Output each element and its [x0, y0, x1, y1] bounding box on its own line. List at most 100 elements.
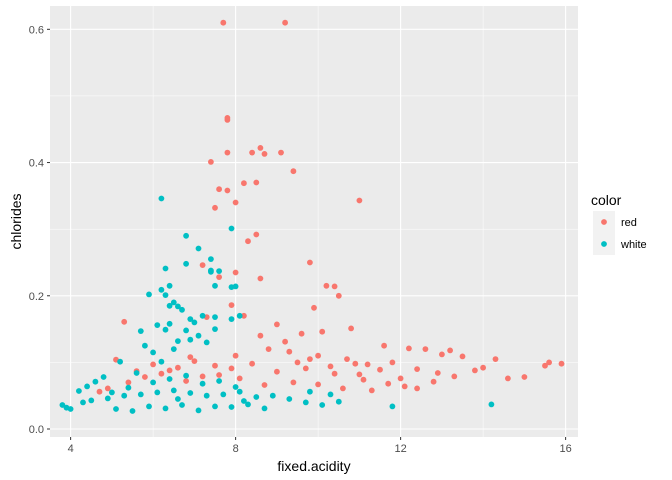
point-white-52 [104, 395, 111, 402]
point-red-68 [286, 348, 293, 355]
point-red-73 [397, 375, 404, 382]
point-white-21 [187, 316, 194, 322]
point-red-78 [340, 385, 346, 392]
point-white-28 [162, 326, 169, 333]
point-white-39 [203, 339, 210, 346]
point-red-18 [245, 238, 251, 245]
point-red-47 [546, 359, 552, 366]
point-white-22 [199, 312, 206, 319]
x-tick-label-3: 16 [560, 443, 572, 455]
point-red-87 [142, 374, 148, 380]
point-white-57 [187, 390, 194, 396]
point-red-92 [302, 365, 309, 372]
point-red-30 [241, 312, 247, 319]
point-red-32 [121, 318, 128, 325]
point-white-2 [183, 232, 190, 239]
point-red-65 [212, 362, 218, 369]
point-red-19 [253, 231, 260, 238]
point-white-8 [162, 265, 169, 272]
point-red-1 [282, 19, 288, 26]
point-red-100 [175, 364, 181, 371]
legend-title: color [591, 192, 622, 208]
point-white-90 [175, 396, 181, 402]
point-white-7 [216, 268, 223, 274]
point-red-42 [447, 347, 453, 354]
point-red-17 [356, 197, 363, 204]
point-red-94 [360, 376, 367, 383]
series-white-points [59, 195, 495, 414]
point-red-67 [265, 346, 272, 352]
point-red-85 [183, 378, 190, 384]
point-white-17 [166, 302, 173, 309]
point-red-56 [364, 361, 371, 368]
point-white-34 [175, 338, 181, 344]
point-red-72 [377, 366, 383, 373]
point-white-67 [113, 406, 119, 412]
point-red-97 [352, 360, 359, 367]
point-red-40 [406, 345, 412, 352]
point-white-73 [212, 403, 218, 410]
point-red-41 [422, 346, 429, 352]
point-white-88 [327, 391, 334, 398]
point-white-10 [162, 292, 169, 298]
point-white-55 [154, 389, 161, 396]
point-white-65 [319, 402, 326, 408]
point-white-26 [154, 322, 161, 328]
point-white-25 [166, 320, 173, 327]
series-red-points [96, 19, 565, 395]
point-white-87 [307, 388, 313, 395]
point-red-79 [315, 381, 321, 388]
point-white-84 [125, 384, 132, 391]
point-red-27 [228, 302, 235, 308]
point-red-55 [389, 359, 396, 366]
point-white-43 [100, 374, 107, 380]
point-red-83 [216, 372, 223, 378]
x-tick-label-1: 8 [233, 443, 239, 455]
point-white-72 [195, 407, 202, 414]
y-tick-label-3: 0.6 [29, 24, 44, 36]
point-white-5 [208, 256, 214, 262]
point-white-9 [158, 286, 165, 293]
point-white-29 [183, 327, 190, 334]
point-white-46 [76, 388, 82, 394]
x-tick-label-0: 4 [68, 443, 74, 455]
axis-ticks: 4 8 12 16 0.0 0.2 0.4 0.6 [29, 24, 572, 455]
point-red-7 [278, 149, 284, 156]
point-white-20 [179, 306, 185, 313]
point-red-16 [232, 199, 239, 206]
point-white-77 [150, 379, 157, 386]
point-white-0 [158, 195, 165, 202]
point-white-35 [187, 336, 194, 343]
point-white-71 [179, 402, 185, 408]
point-red-91 [274, 368, 280, 375]
point-red-98 [249, 360, 256, 367]
point-white-13 [212, 282, 218, 289]
point-white-75 [245, 401, 251, 408]
point-red-80 [290, 379, 297, 386]
point-red-90 [125, 379, 132, 386]
point-white-23 [212, 326, 218, 332]
point-red-70 [327, 363, 334, 370]
point-white-31 [212, 314, 218, 320]
point-red-49 [521, 374, 528, 380]
major-gridlines [50, 6, 578, 437]
y-tick-label-0: 0.0 [29, 424, 44, 436]
point-white-51 [88, 397, 95, 404]
point-red-37 [257, 332, 264, 339]
point-red-71 [356, 371, 363, 378]
point-white-27 [137, 328, 144, 334]
point-white-50 [80, 399, 86, 406]
point-red-45 [439, 351, 445, 358]
point-white-78 [166, 376, 173, 382]
point-red-53 [434, 370, 441, 376]
point-white-79 [183, 372, 190, 379]
y-axis-title: chlorides [8, 193, 24, 249]
point-white-33 [228, 316, 235, 322]
point-red-3 [224, 117, 231, 123]
point-red-64 [191, 358, 198, 364]
point-white-30 [195, 332, 202, 339]
point-red-11 [253, 179, 260, 186]
point-red-84 [199, 373, 206, 380]
point-red-46 [542, 362, 548, 369]
point-white-3 [195, 245, 202, 252]
